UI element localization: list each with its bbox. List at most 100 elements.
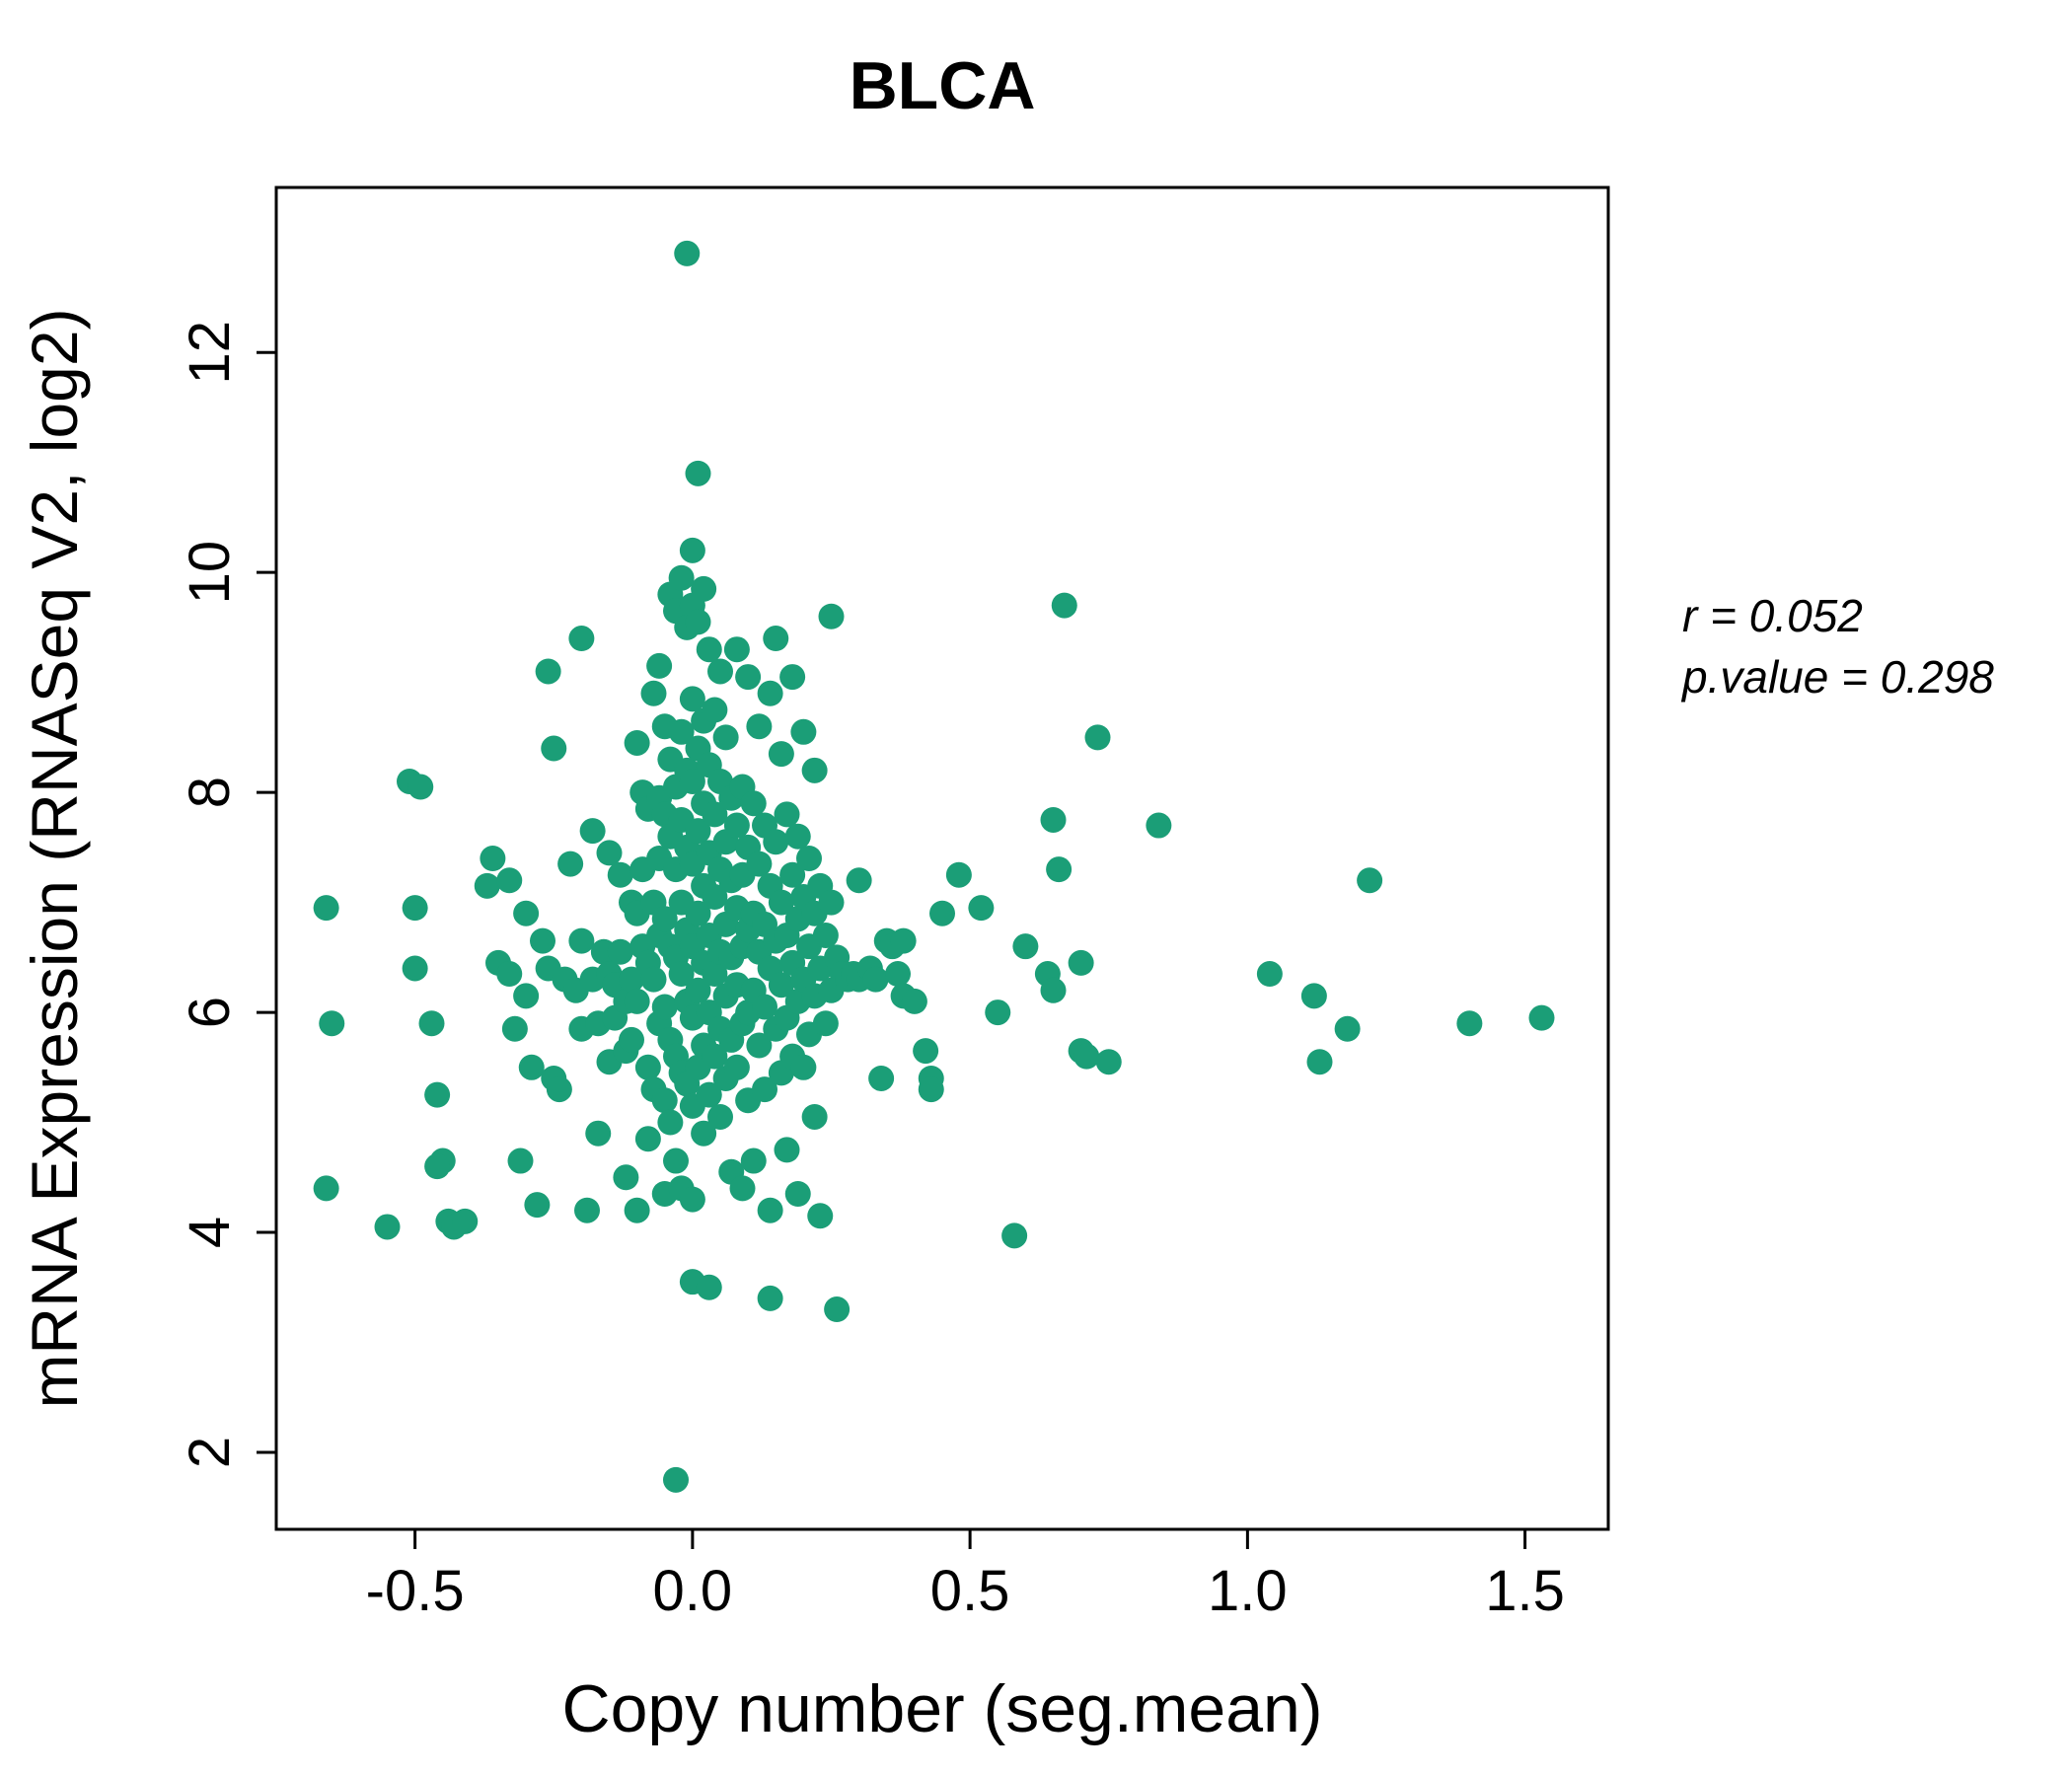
data-point — [1046, 856, 1073, 883]
data-point — [757, 1197, 783, 1223]
x-axis-ticks: -0.5 0.0 0.5 1.0 1.5 — [366, 1529, 1565, 1623]
data-point — [402, 955, 428, 982]
data-point — [585, 1120, 612, 1147]
data-point — [679, 537, 705, 563]
data-point — [685, 609, 711, 635]
data-point — [501, 1015, 528, 1042]
data-point — [668, 718, 695, 745]
data-point — [313, 1175, 339, 1202]
data-point — [474, 872, 500, 899]
data-point — [452, 1208, 479, 1234]
data-point — [679, 768, 705, 794]
data-point — [968, 895, 995, 922]
data-point — [668, 564, 695, 591]
data-point — [763, 829, 789, 855]
scatter-points — [313, 240, 1555, 1493]
data-point — [1256, 961, 1283, 988]
data-point — [1068, 949, 1094, 976]
data-point — [818, 603, 845, 629]
data-point — [723, 636, 750, 663]
data-point — [1012, 933, 1039, 960]
data-point — [313, 895, 339, 922]
data-point — [640, 966, 667, 993]
data-point — [929, 900, 955, 926]
data-point — [496, 961, 523, 988]
data-point — [546, 1076, 572, 1103]
data-point — [619, 1026, 644, 1053]
data-point — [634, 1054, 661, 1080]
data-point — [619, 966, 644, 993]
y-tick-label: 2 — [178, 1437, 242, 1468]
data-point — [918, 1076, 944, 1103]
data-point — [663, 1466, 689, 1493]
data-point — [535, 658, 561, 685]
data-point — [1001, 1222, 1028, 1249]
data-point — [651, 994, 678, 1020]
data-point — [530, 927, 555, 954]
data-point — [763, 626, 789, 652]
data-point — [913, 1038, 939, 1065]
y-axis-ticks: 2 4 6 8 10 12 — [178, 321, 276, 1468]
data-point — [768, 972, 794, 999]
data-point — [557, 851, 584, 877]
data-point — [1357, 867, 1383, 894]
data-point — [824, 1296, 851, 1323]
data-point — [702, 801, 728, 828]
data-point — [790, 718, 817, 745]
data-point — [768, 889, 794, 916]
data-point — [790, 1054, 817, 1080]
data-point — [507, 1147, 534, 1174]
data-point — [702, 884, 728, 911]
data-point — [1306, 1049, 1333, 1075]
y-axis-label: mRNA Expression (RNASeq V2, log2) — [18, 308, 91, 1408]
data-point — [801, 1103, 828, 1130]
data-point — [607, 861, 633, 888]
correlation-annotation: r = 0.052 — [1682, 590, 1863, 641]
data-point — [752, 994, 777, 1020]
data-point — [890, 927, 917, 954]
data-point — [862, 966, 889, 993]
data-point — [696, 636, 722, 663]
data-point — [613, 1164, 639, 1191]
data-point — [774, 1137, 800, 1163]
data-point — [735, 664, 762, 691]
data-point — [424, 1153, 451, 1180]
data-point — [574, 1197, 600, 1223]
data-point — [1300, 983, 1327, 1009]
y-tick-label: 8 — [178, 777, 242, 808]
y-tick-label: 4 — [178, 1217, 242, 1248]
data-point — [818, 889, 845, 916]
x-tick-label: -0.5 — [366, 1559, 465, 1623]
data-point — [752, 1076, 777, 1103]
data-point — [1456, 1010, 1483, 1037]
data-point — [624, 988, 650, 1014]
data-point — [1528, 1004, 1555, 1031]
y-tick-label: 10 — [178, 541, 242, 605]
data-point — [746, 1032, 773, 1059]
data-point — [541, 735, 567, 762]
data-point — [646, 652, 673, 679]
data-point — [801, 757, 828, 783]
data-point — [784, 823, 811, 850]
data-point — [651, 1087, 678, 1114]
data-point — [634, 1126, 661, 1152]
data-point — [702, 697, 728, 723]
data-point — [702, 961, 728, 988]
data-point — [757, 680, 783, 706]
data-point — [579, 818, 606, 845]
data-point — [418, 1010, 445, 1037]
data-point — [624, 729, 650, 756]
y-tick-label: 6 — [178, 997, 242, 1028]
data-point — [640, 680, 667, 706]
data-point — [596, 840, 623, 866]
data-point — [1146, 812, 1172, 839]
data-point — [374, 1214, 401, 1240]
data-point — [985, 999, 1011, 1026]
data-point — [768, 741, 794, 768]
data-point — [740, 790, 767, 817]
data-point — [901, 988, 927, 1014]
data-point — [524, 1192, 551, 1219]
data-point — [685, 818, 711, 845]
data-point — [702, 1043, 728, 1070]
